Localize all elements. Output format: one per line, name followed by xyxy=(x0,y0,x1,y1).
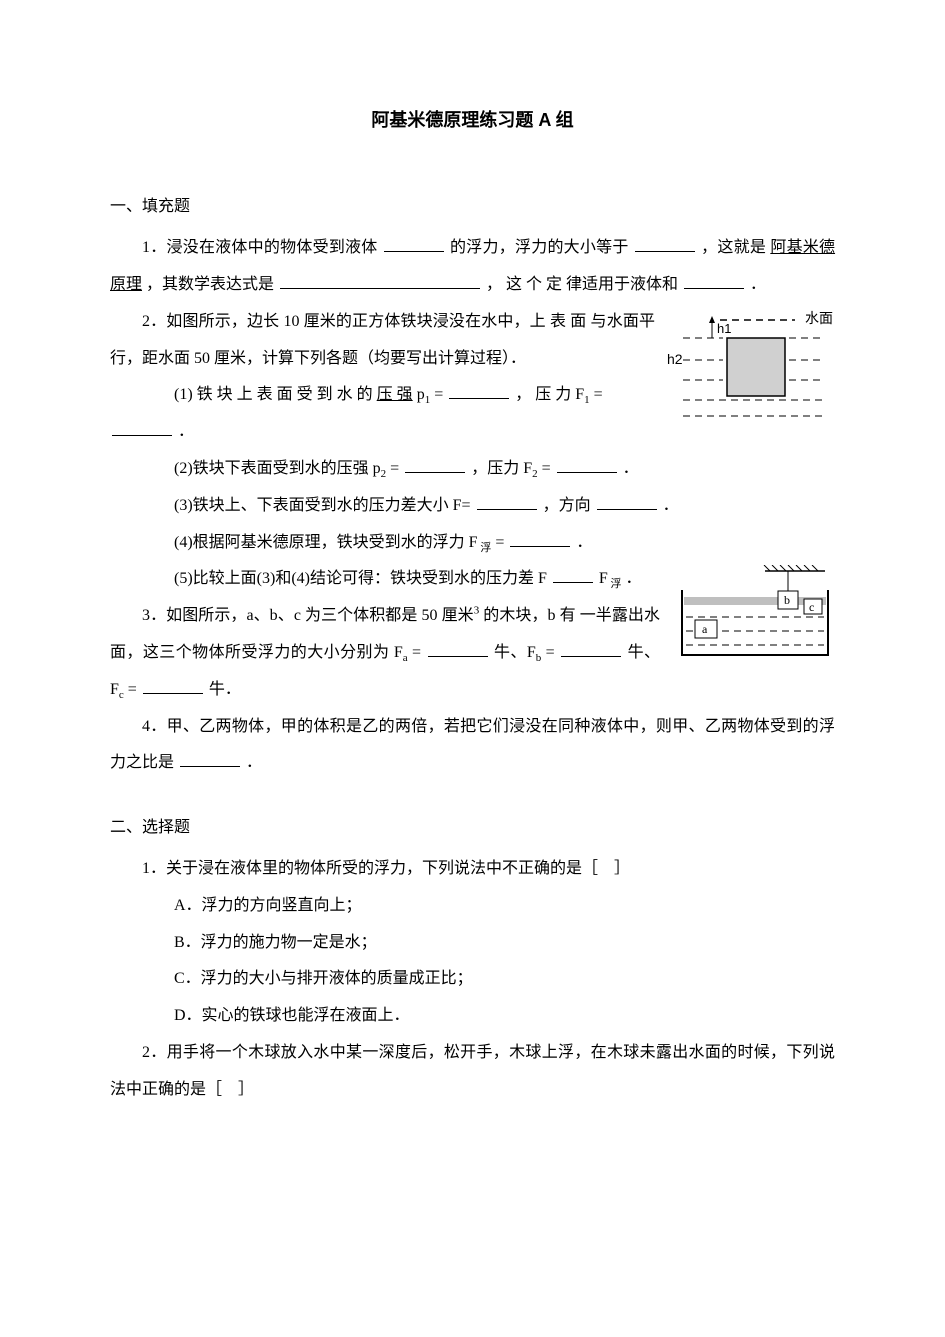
t: = xyxy=(412,644,421,661)
t: = xyxy=(495,534,504,551)
t: = xyxy=(434,386,443,403)
q1-text-a: 1．浸没在液体中的物体受到液体 xyxy=(142,239,378,256)
t: 牛． xyxy=(209,681,241,698)
blank xyxy=(557,457,617,473)
choice-q1: 1．关于浸在液体里的物体所受的浮力，下列说法中不正确的是［ ］ xyxy=(110,851,835,888)
choice-q1-c: C．浮力的大小与排开液体的质量成正比； xyxy=(110,961,835,998)
choice-q1-a: A．浮力的方向竖直向上； xyxy=(110,888,835,925)
t: ． xyxy=(246,754,262,771)
section-choice-heading: 二、选择题 xyxy=(110,810,835,847)
label-h2: h2 xyxy=(667,351,683,367)
t: = xyxy=(594,386,603,403)
t: = xyxy=(542,460,551,477)
blank xyxy=(112,420,172,436)
sub: 2 xyxy=(381,468,387,480)
sub: 1 xyxy=(425,395,431,407)
t: = xyxy=(546,644,555,661)
q2-text: 2．如图所示，边长 10 厘米的正方体铁块浸没在水中，上 表 面 与水面平行，距… xyxy=(110,313,655,367)
sub: 1 xyxy=(584,395,590,407)
blank xyxy=(510,531,570,547)
sub: b xyxy=(536,652,542,664)
q1-text-c: ，这就是 xyxy=(701,239,766,256)
t: 压 强 xyxy=(377,386,413,403)
t: ． xyxy=(178,423,194,440)
blank xyxy=(428,641,488,657)
section-fill-heading: 一、填充题 xyxy=(110,189,835,226)
figure-cube: 水面 h1 h2 xyxy=(665,308,835,420)
t: = xyxy=(128,681,137,698)
sub: c xyxy=(119,689,124,701)
sup: 3 xyxy=(474,605,480,617)
blank xyxy=(384,236,444,252)
t: ． xyxy=(663,497,679,514)
t: (5)比较上面(3)和(4)结论可得：铁块受到水的压力差 F xyxy=(174,570,547,587)
q1-text-g: ． xyxy=(750,276,766,293)
t: (1) 铁 块 上 表 面 受 到 水 的 xyxy=(174,386,373,403)
sub: a xyxy=(403,652,408,664)
t: ． xyxy=(623,460,639,477)
blank xyxy=(597,494,657,510)
blank xyxy=(553,567,593,583)
choice-q1-b: B．浮力的施力物一定是水； xyxy=(110,925,835,962)
fill-q4: 4．甲、乙两物体，甲的体积是乙的两倍，若把它们浸没在同种液体中，则甲、乙两物体受… xyxy=(110,709,835,783)
blank xyxy=(280,273,480,289)
choice-q2: 2．用手将一个木球放入水中某一深度后，松开手，木球上浮，在木球未露出水面的时候，… xyxy=(110,1035,835,1109)
blank xyxy=(405,457,465,473)
blank xyxy=(561,641,621,657)
blank xyxy=(449,383,509,399)
fill-q2-2: (2)铁块下表面受到水的压强 p2 = ，压力 F2 = ． xyxy=(110,451,835,488)
t: ，方向 xyxy=(543,497,591,514)
blank xyxy=(635,236,695,252)
blank xyxy=(684,273,744,289)
fill-q1: 1．浸没在液体中的物体受到液体 的浮力，浮力的大小等于 ，这就是 阿基米德原理 … xyxy=(110,230,835,304)
t: ． xyxy=(626,570,642,587)
t: ， 压 力 F xyxy=(515,386,584,403)
t: p xyxy=(417,386,425,403)
t: = xyxy=(390,460,399,477)
sub: 2 xyxy=(532,468,538,480)
t: (4)根据阿基米德原理，铁块受到水的浮力 F xyxy=(174,534,478,551)
sub: 浮 xyxy=(608,579,622,591)
fill-q2-3: (3)铁块上、下表面受到水的压力差大小 F= ，方向 ． xyxy=(110,488,835,525)
label-h1: h1 xyxy=(717,321,731,336)
label-surface: 水面 xyxy=(805,311,833,327)
blank xyxy=(143,678,203,694)
blank xyxy=(477,494,537,510)
q1-text-e: ，其数学表达式是 xyxy=(146,276,274,293)
figure-tank: a b c xyxy=(670,565,835,660)
q1-text-b: 的浮力，浮力的大小等于 xyxy=(450,239,629,256)
t: (3)铁块上、下表面受到水的压力差大小 F= xyxy=(174,497,471,514)
t: ，压力 F xyxy=(471,460,532,477)
label-b: b xyxy=(784,593,790,607)
t: 3．如图所示，a、b、c 为三个体积都是 50 厘米 xyxy=(142,607,474,624)
blank xyxy=(180,751,240,767)
page-title: 阿基米德原理练习题 A 组 xyxy=(110,100,835,141)
label-c: c xyxy=(809,600,814,614)
fill-q2-4: (4)根据阿基米德原理，铁块受到水的浮力 F 浮 = ． xyxy=(110,525,835,562)
t: (2)铁块下表面受到水的压强 p xyxy=(174,460,381,477)
choice-q1-d: D．实心的铁球也能浮在液面上． xyxy=(110,998,835,1035)
t: ． xyxy=(576,534,592,551)
sub: 浮 xyxy=(478,542,492,554)
label-a: a xyxy=(702,622,708,636)
t: F xyxy=(599,570,608,587)
t: 牛、F xyxy=(494,644,536,661)
q1-text-f: ， 这 个 定 律适用于液体和 xyxy=(486,276,678,293)
